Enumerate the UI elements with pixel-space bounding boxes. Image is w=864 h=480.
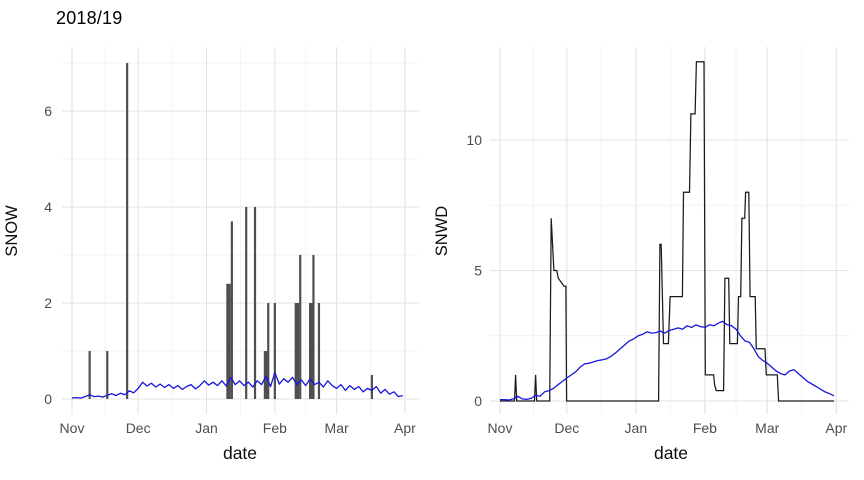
gridlines-major bbox=[62, 47, 419, 414]
x-tick-label: Jan bbox=[625, 420, 648, 436]
y-tick-label: 0 bbox=[44, 391, 52, 407]
axis-ticks: 0 2 4 6 Nov Dec Jan Feb Mar Apr bbox=[44, 103, 416, 436]
plot-title: 2018/19 bbox=[56, 8, 123, 28]
snow-bar bbox=[226, 283, 231, 399]
snow-bar bbox=[263, 351, 269, 399]
gridlines-major bbox=[490, 47, 849, 414]
x-tick-label: Mar bbox=[325, 420, 349, 436]
x-tick-label: Nov bbox=[60, 420, 85, 436]
axis-ticks: 0 5 10 Nov Dec Jan Feb Mar Apr bbox=[466, 132, 847, 436]
gridlines-minor bbox=[490, 47, 849, 414]
snow-bar bbox=[370, 375, 373, 399]
snow-bars bbox=[88, 63, 373, 399]
snow-bar bbox=[294, 303, 300, 399]
snow-bar bbox=[308, 303, 314, 399]
y-tick-label: 6 bbox=[44, 103, 52, 119]
chart-snwd: 0 5 10 Nov Dec Jan Feb Mar Apr date SNWD bbox=[433, 47, 849, 463]
snow-bar bbox=[299, 255, 302, 399]
snow-bar bbox=[273, 303, 276, 399]
snow-bar bbox=[253, 207, 257, 399]
y-tick-label: 2 bbox=[44, 295, 52, 311]
snow-bar bbox=[126, 63, 129, 399]
y-tick-label: 4 bbox=[44, 199, 52, 215]
x-tick-label: Mar bbox=[755, 420, 779, 436]
x-tick-label: Apr bbox=[394, 420, 416, 436]
x-tick-label: Apr bbox=[825, 420, 847, 436]
x-axis-title: date bbox=[654, 443, 688, 463]
y-tick-label: 5 bbox=[474, 263, 482, 279]
snow-bar bbox=[267, 303, 270, 399]
gridlines-minor bbox=[62, 47, 419, 414]
mean-blue-line bbox=[500, 320, 835, 401]
chart-snow: 0 2 4 6 Nov Dec Jan Feb Mar Apr date SNOW bbox=[3, 47, 419, 463]
x-axis-title: date bbox=[223, 443, 257, 463]
y-tick-label: 10 bbox=[466, 132, 482, 148]
x-tick-label: Dec bbox=[126, 420, 151, 436]
snwd-observed-line bbox=[500, 61, 834, 402]
y-axis-title: SNOW bbox=[3, 205, 21, 257]
x-tick-label: Dec bbox=[554, 420, 579, 436]
x-tick-label: Jan bbox=[195, 420, 218, 436]
mean-blue-line bbox=[71, 371, 403, 399]
snow-bar bbox=[88, 351, 91, 399]
snow-bar bbox=[317, 303, 321, 399]
y-tick-label: 0 bbox=[474, 393, 482, 409]
x-tick-label: Nov bbox=[488, 420, 513, 436]
x-tick-label: Feb bbox=[693, 420, 717, 436]
snow-bar bbox=[245, 207, 248, 399]
snow-bar bbox=[230, 221, 233, 399]
y-axis-title: SNWD bbox=[433, 206, 451, 256]
snow-bar bbox=[106, 351, 109, 399]
snow-bar bbox=[312, 255, 315, 399]
x-tick-label: Feb bbox=[263, 420, 287, 436]
